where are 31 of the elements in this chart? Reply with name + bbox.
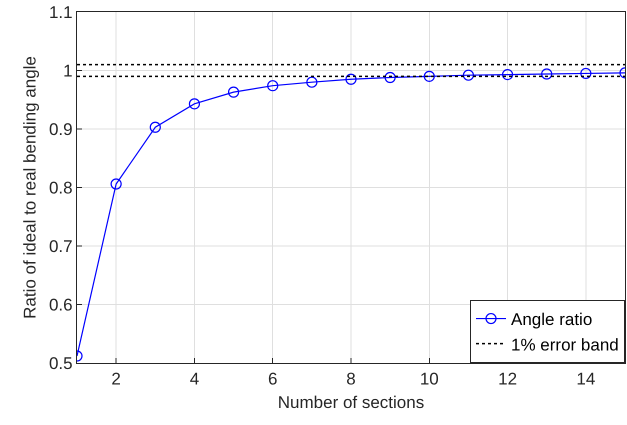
y-axis-title: Ratio of ideal to real bending angle [20, 56, 40, 319]
x-axis-title: Number of sections [278, 392, 424, 412]
legend-label: Angle ratio [511, 310, 592, 330]
x-tick-label: 4 [190, 369, 200, 388]
x-tick-label: 6 [268, 369, 278, 388]
point [345, 74, 357, 85]
y-tick-label: 0.8 [48, 178, 73, 198]
point [267, 80, 278, 92]
point [150, 122, 161, 133]
point [462, 70, 474, 81]
x-tick-label: 8 [346, 369, 356, 388]
point [541, 68, 552, 80]
x-tick-label: 2 [111, 369, 121, 388]
legend-label: 1% error band [511, 335, 619, 354]
point [502, 69, 514, 80]
point [580, 68, 592, 80]
point [228, 86, 240, 98]
y-tick-label: 0.6 [48, 295, 73, 314]
y-tick-label: 1 [63, 61, 73, 80]
y-tick-label: 1.1 [48, 2, 73, 22]
point [424, 70, 435, 82]
point [110, 178, 122, 190]
y-tick-label: 0.5 [48, 354, 73, 373]
x-tick-label: 10 [420, 369, 439, 388]
x-tick-label: 14 [576, 369, 596, 388]
y-tick-label: 0.7 [48, 236, 73, 256]
x-tick-label: 12 [498, 369, 518, 388]
point [306, 76, 318, 88]
y-tick-label: 0.9 [48, 120, 73, 139]
point [188, 98, 200, 110]
point [384, 72, 396, 84]
